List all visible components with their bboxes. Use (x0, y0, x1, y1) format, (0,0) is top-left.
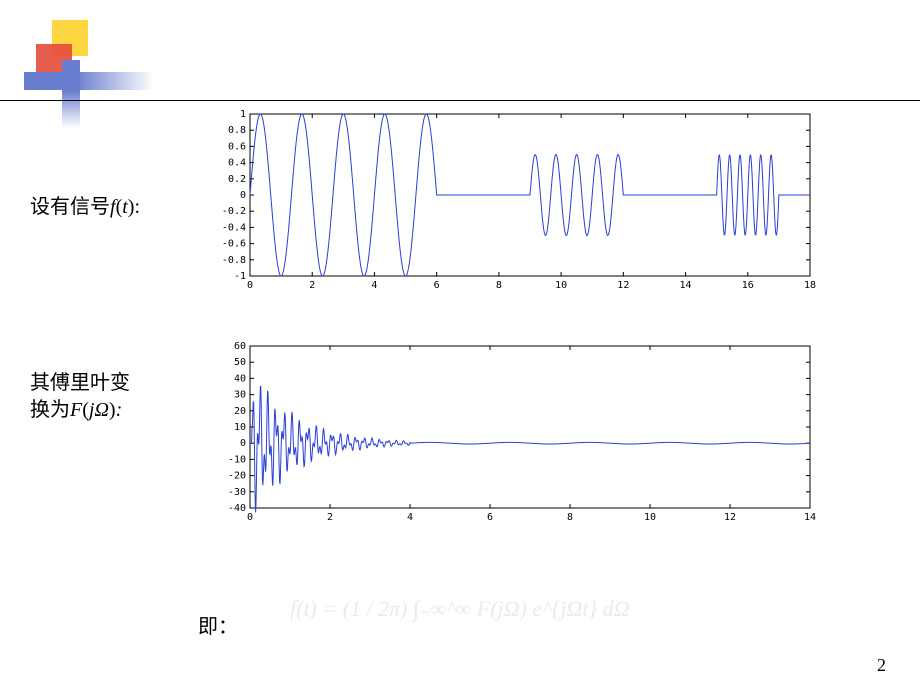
signal-label-suffix: : (134, 196, 140, 218)
svg-text:4: 4 (407, 512, 413, 523)
svg-text:0.4: 0.4 (228, 158, 246, 169)
ie-text: 即： (198, 616, 238, 638)
svg-text:40: 40 (234, 373, 246, 384)
svg-text:16: 16 (742, 280, 754, 291)
fourier-spectrum-chart: 0 2 4 6 8 10 12 14 -40 -30 -20 -10 0 10 20 30 40 50 60 (200, 340, 820, 535)
logo-blue-bar-vertical (62, 60, 80, 128)
header-rule (0, 100, 920, 101)
fourier-arg2: Ω (94, 399, 108, 421)
fourier-line2-prefix: 换为 (30, 399, 70, 421)
svg-text:14: 14 (680, 280, 692, 291)
svg-text:8: 8 (496, 280, 502, 291)
svg-text:0.2: 0.2 (228, 174, 246, 185)
svg-text:-10: -10 (228, 454, 246, 465)
svg-text:14: 14 (804, 512, 816, 523)
ie-label: 即： (198, 610, 238, 639)
svg-text:18: 18 (804, 280, 816, 291)
fourier-line1: 其傅里叶变 (30, 372, 130, 394)
signal-time-chart: 0 2 4 6 8 10 12 14 16 18 -1 -0.8 -0.6 -0.4 -0.2 0 0.2 0.4… (200, 108, 820, 303)
svg-text:1: 1 (240, 109, 246, 120)
svg-text:0: 0 (247, 512, 253, 523)
svg-text:0: 0 (240, 190, 246, 201)
fourier-spectrum-svg: 0 2 4 6 8 10 12 14 -40 -30 -20 -10 0 10 20 30 40 50 60 (200, 340, 820, 530)
page-number: 2 (877, 655, 886, 676)
svg-text:10: 10 (234, 422, 246, 433)
signal-label-prefix: 设有信号 (30, 196, 110, 218)
svg-text:50: 50 (234, 357, 246, 368)
svg-text:8: 8 (567, 512, 573, 523)
svg-text:12: 12 (724, 512, 736, 523)
svg-text:-0.2: -0.2 (222, 206, 246, 217)
svg-text:0.8: 0.8 (228, 125, 246, 136)
signal-var: t (122, 196, 128, 218)
svg-text:-0.6: -0.6 (222, 239, 246, 250)
svg-text:0: 0 (247, 280, 253, 291)
svg-text:-20: -20 (228, 471, 246, 482)
signal-fn: f (110, 196, 116, 218)
svg-text:60: 60 (234, 341, 246, 352)
fourier-fn: F (70, 399, 82, 421)
fourier-suffix: : (116, 399, 123, 421)
signal-time-svg: 0 2 4 6 8 10 12 14 16 18 -1 -0.8 -0.6 -0.4 -0.2 0 0.2 0.4… (200, 108, 820, 298)
logo-blue-bar-horizontal (24, 72, 154, 90)
svg-text:0: 0 (240, 438, 246, 449)
svg-text:-40: -40 (228, 503, 246, 514)
svg-text:-30: -30 (228, 487, 246, 498)
svg-text:10: 10 (555, 280, 567, 291)
svg-text:2: 2 (309, 280, 315, 291)
svg-text:4: 4 (371, 280, 377, 291)
svg-text:-1: -1 (234, 271, 246, 282)
svg-text:6: 6 (434, 280, 440, 291)
signal-label: 设有信号f(t): (30, 190, 140, 219)
svg-text:2: 2 (327, 512, 333, 523)
svg-text:20: 20 (234, 406, 246, 417)
svg-text:12: 12 (617, 280, 629, 291)
formula-text: f(t) = (1 / 2π) ∫₋∞^∞ F(jΩ) e^{jΩt} dΩ (290, 596, 630, 621)
fourier-label: 其傅里叶变 换为F(jΩ): (30, 370, 130, 424)
slide-logo (24, 20, 144, 100)
svg-text:10: 10 (644, 512, 656, 523)
svg-text:6: 6 (487, 512, 493, 523)
svg-text:-0.4: -0.4 (222, 222, 246, 233)
inverse-fourier-formula: f(t) = (1 / 2π) ∫₋∞^∞ F(jΩ) e^{jΩt} dΩ (290, 596, 630, 622)
svg-text:0.6: 0.6 (228, 141, 246, 152)
svg-text:30: 30 (234, 390, 246, 401)
svg-text:-0.8: -0.8 (222, 255, 246, 266)
